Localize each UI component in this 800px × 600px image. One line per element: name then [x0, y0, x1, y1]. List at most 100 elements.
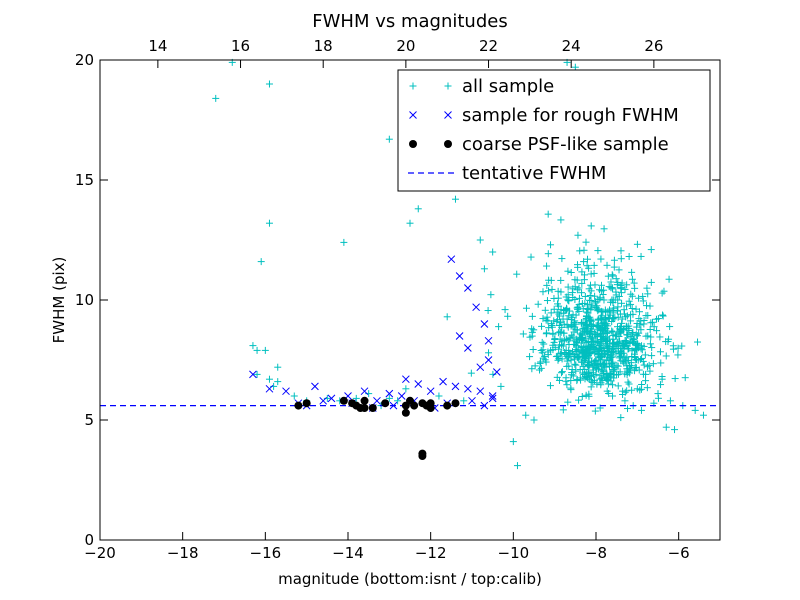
- all-sample-point: [593, 321, 601, 329]
- all-sample-point: [591, 407, 599, 415]
- all-sample-point: [608, 271, 616, 279]
- all-sample-point: [550, 338, 558, 346]
- all-sample-point: [637, 355, 645, 363]
- all-sample-point: [632, 305, 640, 313]
- all-sample-point: [531, 362, 539, 370]
- all-sample-point: [528, 312, 536, 320]
- all-sample-point: [580, 276, 588, 284]
- all-sample-point: [662, 423, 670, 431]
- all-sample-point: [674, 344, 682, 352]
- all-sample-point: [652, 315, 660, 323]
- all-sample-point: [625, 253, 633, 261]
- rough-fwhm-point: [426, 387, 435, 396]
- all-sample-point: [504, 312, 512, 320]
- all-sample-point: [589, 363, 597, 371]
- all-sample-point: [585, 368, 593, 376]
- all-sample-point: [614, 382, 622, 390]
- all-sample-point: [633, 340, 641, 348]
- all-sample-point: [577, 358, 585, 366]
- all-sample-point: [608, 348, 616, 356]
- all-sample-point: [639, 297, 647, 305]
- all-sample-point: [581, 292, 589, 300]
- all-sample-point: [573, 335, 581, 343]
- all-sample-point: [650, 323, 658, 331]
- all-sample-point: [637, 252, 645, 260]
- plot-area: [100, 58, 720, 470]
- all-sample-point: [352, 394, 360, 402]
- rough-fwhm-point: [451, 382, 460, 391]
- all-sample-point: [600, 286, 608, 294]
- all-sample-point: [558, 255, 566, 263]
- all-sample-point: [402, 385, 410, 393]
- all-sample-point: [579, 325, 587, 333]
- all-sample-point: [623, 281, 631, 289]
- all-sample-point: [567, 356, 575, 364]
- legend-marker-x: [409, 111, 417, 119]
- all-sample-point: [265, 219, 273, 227]
- all-sample-point: [637, 406, 645, 414]
- all-sample-point: [553, 373, 561, 381]
- all-sample-point: [576, 247, 584, 255]
- all-sample-point: [581, 365, 589, 373]
- all-sample-point: [414, 205, 422, 213]
- all-sample-point: [569, 294, 577, 302]
- all-sample-point: [619, 391, 627, 399]
- all-sample-point: [563, 381, 571, 389]
- all-sample-point: [563, 362, 571, 370]
- all-sample-point: [575, 396, 583, 404]
- psf-like-point: [401, 408, 410, 417]
- rough-fwhm-point: [373, 396, 381, 405]
- all-sample-point: [573, 286, 581, 294]
- all-sample-point: [394, 397, 402, 405]
- all-sample-point: [575, 284, 583, 292]
- all-sample-point: [578, 300, 586, 308]
- y-tick-label: 10: [75, 291, 94, 309]
- all-sample-point: [585, 285, 593, 293]
- all-sample-point: [615, 266, 623, 274]
- legend-marker-dot: [409, 140, 417, 148]
- all-sample-point: [600, 296, 608, 304]
- all-sample-point: [476, 236, 484, 244]
- all-sample-point: [681, 374, 689, 382]
- all-sample-point: [587, 383, 595, 391]
- top-x-tick-label: 24: [562, 37, 581, 55]
- all-sample-point: [578, 279, 586, 287]
- all-sample-point: [591, 357, 599, 365]
- all-sample-point: [591, 292, 599, 300]
- legend-entry: all sample: [409, 76, 554, 97]
- rough-fwhm-point: [464, 284, 472, 292]
- all-sample-point: [489, 370, 497, 378]
- all-sample-point: [265, 80, 273, 88]
- all-sample-point: [593, 305, 601, 313]
- all-sample-point: [257, 258, 265, 266]
- x-tick-label: −12: [415, 544, 447, 562]
- y-axis-label: FWHM (pix): [50, 257, 68, 344]
- all-sample-point: [598, 345, 606, 353]
- all-sample-point: [589, 366, 597, 374]
- all-sample-point: [654, 394, 662, 402]
- all-sample-point: [543, 313, 551, 321]
- all-sample-point: [593, 380, 601, 388]
- all-sample-point: [584, 306, 592, 314]
- all-sample-point: [604, 272, 612, 280]
- all-sample-point: [579, 349, 587, 357]
- all-sample-point: [637, 326, 645, 334]
- all-sample-point: [617, 329, 625, 337]
- legend-marker-x: [444, 111, 452, 119]
- all-sample-point: [639, 370, 647, 378]
- all-sample-point: [646, 367, 654, 375]
- all-sample-point: [542, 316, 550, 324]
- all-sample-point: [648, 318, 656, 326]
- all-sample-point: [577, 318, 585, 326]
- all-sample-point: [596, 375, 604, 383]
- rough-fwhm-point: [468, 396, 476, 405]
- all-sample-point: [623, 353, 631, 361]
- all-sample-point: [529, 346, 537, 354]
- all-sample-point: [669, 342, 677, 350]
- all-sample-point: [628, 268, 636, 276]
- all-sample-point: [671, 375, 679, 383]
- all-sample-point: [544, 210, 552, 218]
- rough-fwhm-point: [464, 384, 472, 393]
- psf-like-point: [451, 399, 460, 408]
